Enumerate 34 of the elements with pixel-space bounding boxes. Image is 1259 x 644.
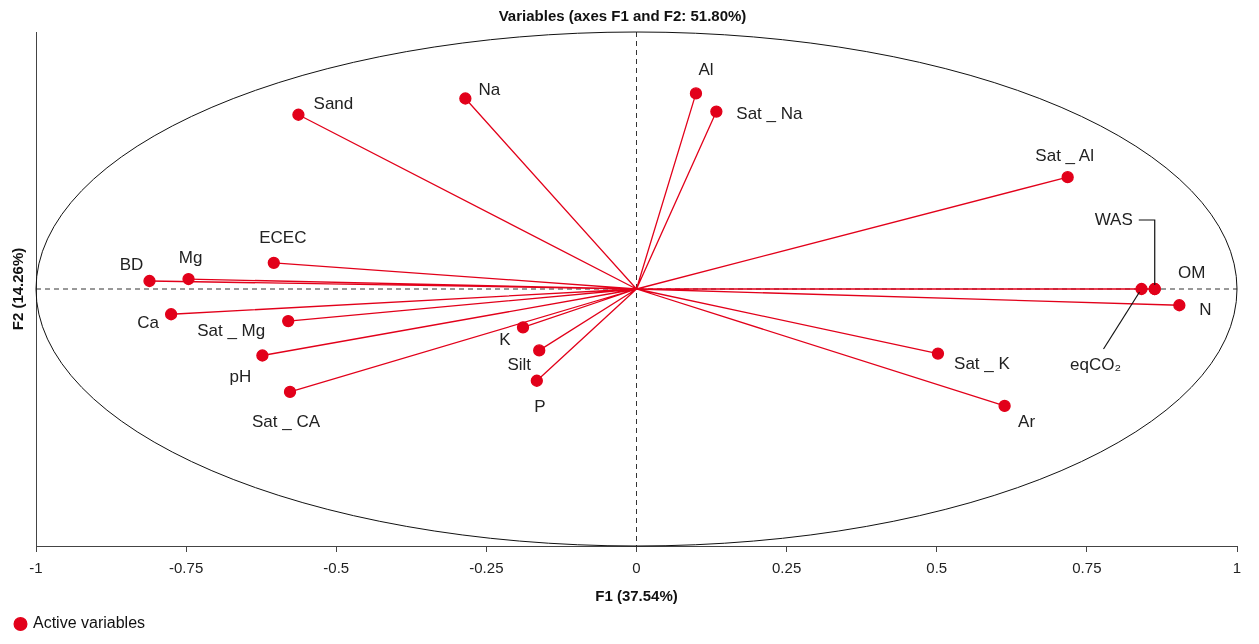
annotation: Na xyxy=(478,80,501,100)
annotation: eqCO₂ xyxy=(1070,354,1122,374)
x-tick-label: -0.25 xyxy=(469,559,504,577)
annotation: ECEC xyxy=(259,228,307,248)
x-axis-title: F1 (37.54%) xyxy=(595,587,678,605)
annotation: Sat _ Al xyxy=(1035,145,1094,165)
annotation: BD xyxy=(119,254,144,274)
annotation: P xyxy=(534,397,546,417)
x-tick-label: -1 xyxy=(29,559,43,577)
x-tick-label: 0.25 xyxy=(772,559,802,577)
annotation: Sat _ CA xyxy=(251,411,321,431)
annotation: Sand xyxy=(313,94,354,114)
x-tick-label: 0 xyxy=(632,559,641,577)
annotation: Sat _ Mg xyxy=(197,320,266,340)
annotation: Sat _ Na xyxy=(736,104,803,124)
annotation: Mg xyxy=(178,247,203,267)
annotation: Sat _ K xyxy=(954,354,1011,374)
annotation: Ar xyxy=(1018,411,1036,431)
x-tick-label: 1 xyxy=(1232,559,1242,577)
x-tick-label: -0.5 xyxy=(323,559,350,577)
y-axis-title: F2 (14.26%) xyxy=(9,247,27,331)
annotation: pH xyxy=(229,367,252,387)
annotation: N xyxy=(1199,299,1212,319)
annotation: Al xyxy=(698,60,714,80)
chart-title: Variables (axes F1 and F2: 51.80%) xyxy=(498,7,747,25)
annotation: OM xyxy=(1178,262,1206,282)
legend-label: Active variables xyxy=(33,614,146,632)
x-tick-label: -0.75 xyxy=(169,559,204,577)
annotation: Silt xyxy=(507,355,532,375)
annotation: Ca xyxy=(137,312,160,332)
annotation: K xyxy=(499,330,512,350)
annotation: WAS xyxy=(1094,209,1133,229)
x-tick-label: 0.5 xyxy=(926,559,948,577)
x-tick-label: 0.75 xyxy=(1072,559,1102,577)
